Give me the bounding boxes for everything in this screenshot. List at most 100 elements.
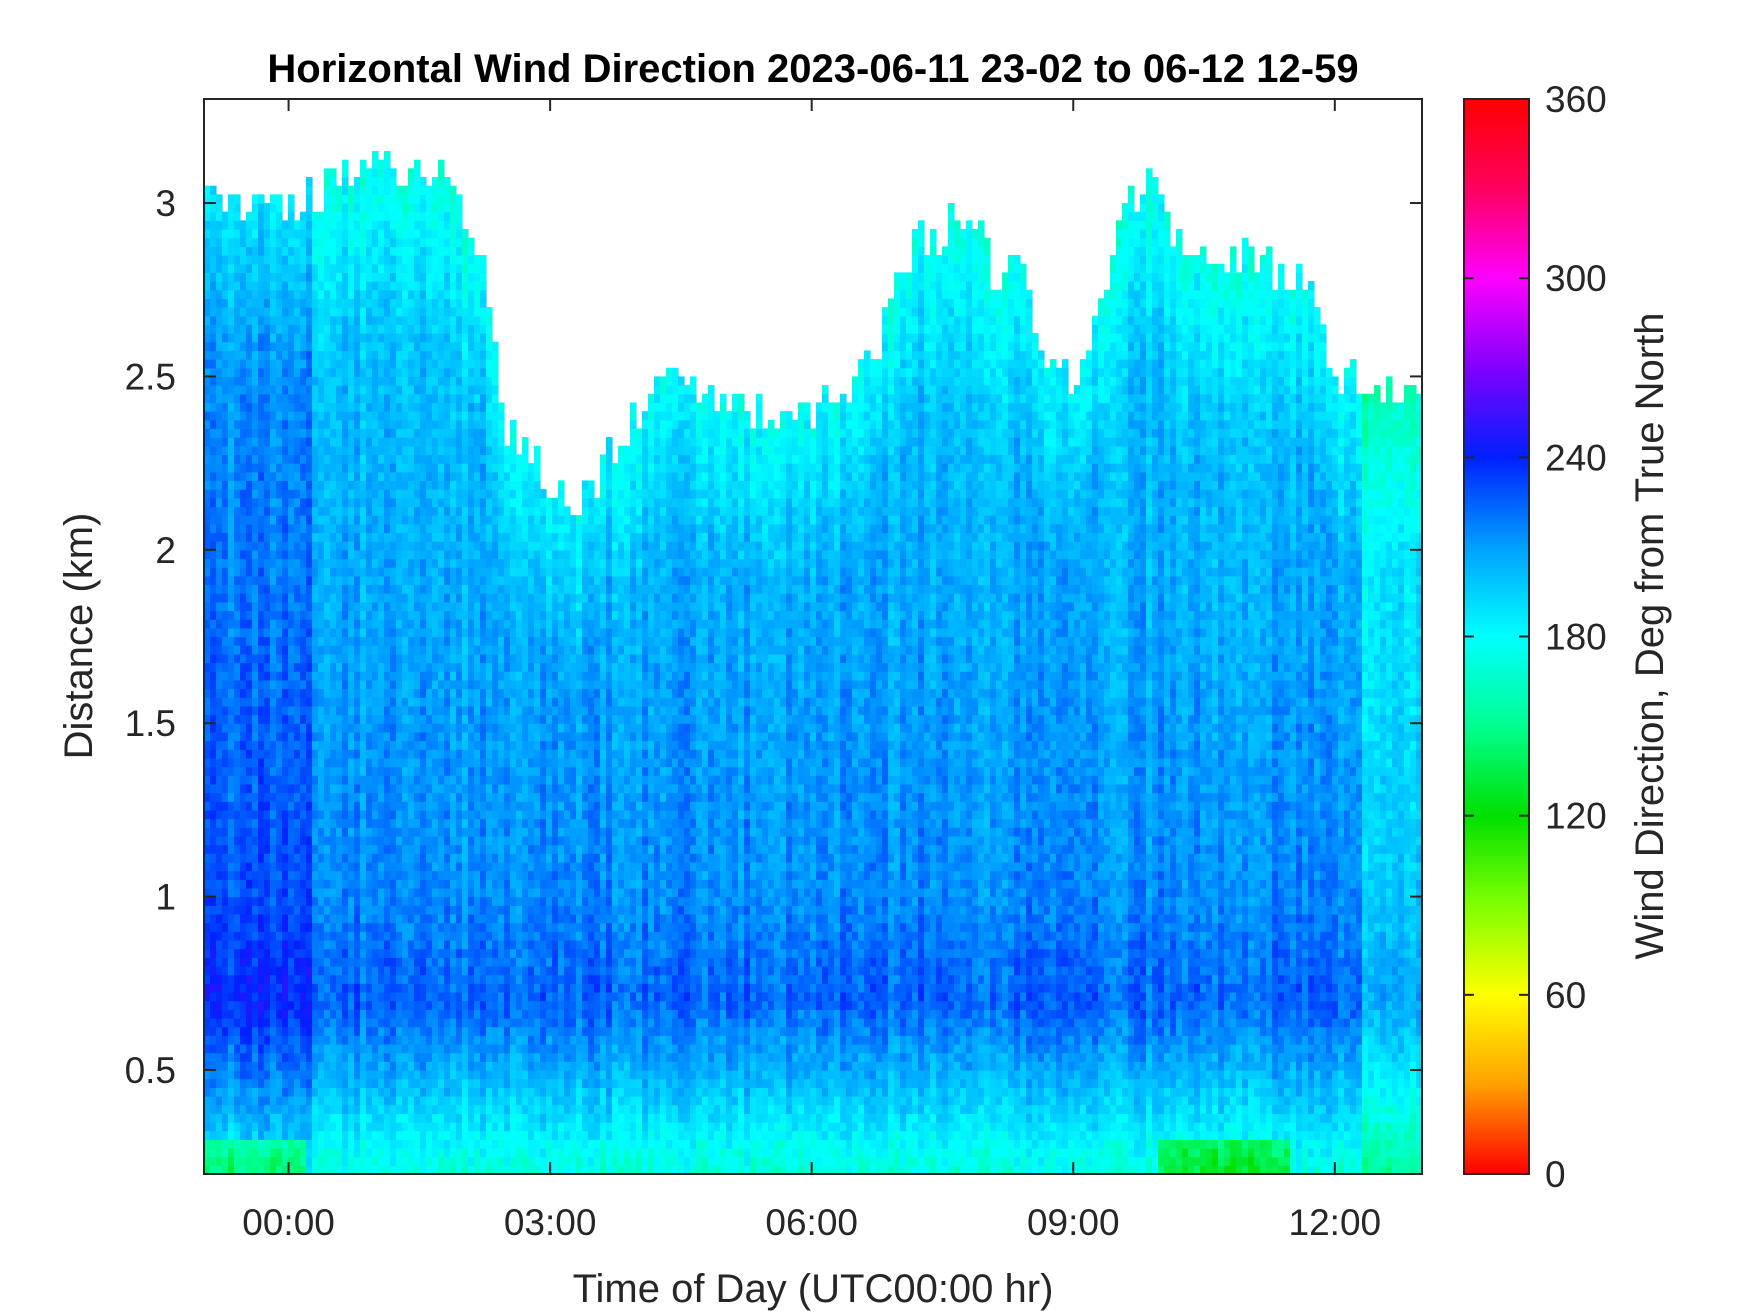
heatmap-cell xyxy=(216,913,223,924)
heatmap-cell xyxy=(210,1156,217,1166)
heatmap-cell xyxy=(306,255,313,265)
heatmap-cell xyxy=(408,575,415,586)
heatmap-cell xyxy=(324,203,331,213)
heatmap-cell xyxy=(372,402,379,412)
heatmap-cell xyxy=(312,419,319,430)
heatmap-cell xyxy=(282,229,289,239)
heatmap-cell xyxy=(402,601,409,612)
heatmap-cell xyxy=(210,263,217,273)
heatmap-cell xyxy=(222,402,229,412)
heatmap-cell xyxy=(288,905,295,915)
heatmap-cell xyxy=(282,1113,289,1123)
heatmap-cell xyxy=(204,601,211,612)
heatmap-cell xyxy=(360,185,367,195)
heatmap-cell xyxy=(420,1069,427,1080)
heatmap-cell xyxy=(252,203,259,213)
heatmap-cell xyxy=(306,359,313,369)
heatmap-cell xyxy=(330,593,337,603)
heatmap-cell xyxy=(414,194,421,204)
heatmap-cell xyxy=(372,1139,379,1149)
heatmap-cell xyxy=(366,497,373,508)
heatmap-cell xyxy=(246,965,253,976)
heatmap-cell xyxy=(420,879,427,889)
heatmap-cell xyxy=(228,913,235,924)
heatmap-cell xyxy=(396,567,403,577)
heatmap-cell xyxy=(438,1052,445,1062)
heatmap-cell xyxy=(408,922,415,932)
heatmap-cell xyxy=(366,246,373,256)
heatmap-cell xyxy=(438,593,445,603)
heatmap-cell xyxy=(258,705,265,716)
heatmap-cell xyxy=(282,974,289,984)
heatmap-cell xyxy=(378,341,385,352)
heatmap-cell xyxy=(360,289,367,299)
heatmap-cell xyxy=(342,827,349,837)
heatmap-cell xyxy=(246,341,253,352)
heatmap-cell xyxy=(240,1095,247,1106)
heatmap-cell xyxy=(378,549,385,560)
heatmap-cell xyxy=(462,905,469,915)
heatmap-cell xyxy=(318,844,325,854)
heatmap-cell xyxy=(294,1087,301,1097)
heatmap-cell xyxy=(246,1087,253,1097)
heatmap-cell xyxy=(348,835,355,846)
heatmap-cell xyxy=(396,627,403,638)
heatmap-cell xyxy=(462,723,469,733)
heatmap-cell xyxy=(402,263,409,273)
heatmap-cell xyxy=(354,1165,361,1174)
heatmap-cell xyxy=(300,835,307,846)
heatmap-cell xyxy=(306,731,313,742)
heatmap-cell xyxy=(366,714,373,724)
heatmap-cell xyxy=(384,376,391,386)
heatmap-cell xyxy=(282,246,289,256)
heatmap-cell xyxy=(384,931,391,941)
heatmap-cell xyxy=(408,913,415,924)
heatmap-cell xyxy=(396,1035,403,1045)
heatmap-cell xyxy=(402,367,409,378)
heatmap-cell xyxy=(222,697,229,707)
heatmap-cell xyxy=(216,549,223,560)
heatmap-cell xyxy=(378,411,385,421)
heatmap-cell xyxy=(420,549,427,560)
heatmap-cell xyxy=(450,263,457,273)
heatmap-cell xyxy=(366,610,373,620)
heatmap-cell xyxy=(312,792,319,802)
heatmap-cell xyxy=(438,168,445,178)
heatmap-cell xyxy=(444,402,451,412)
heatmap-cell xyxy=(252,809,259,820)
heatmap-cell xyxy=(420,567,427,577)
heatmap-cell xyxy=(366,931,373,941)
heatmap-cell xyxy=(444,827,451,837)
heatmap-cell xyxy=(288,974,295,984)
heatmap-cell xyxy=(462,1139,469,1149)
heatmap-cell xyxy=(450,350,457,360)
heatmap-cell xyxy=(288,922,295,932)
heatmap-cell xyxy=(252,922,259,932)
heatmap-cell xyxy=(438,194,445,204)
heatmap-cell xyxy=(444,1043,451,1054)
heatmap-cell xyxy=(240,818,247,828)
heatmap-cell xyxy=(450,1095,457,1106)
heatmap-cell xyxy=(432,489,439,499)
heatmap-cell xyxy=(324,237,331,247)
heatmap-cell xyxy=(330,714,337,724)
heatmap-cell xyxy=(360,1121,367,1132)
heatmap-cell xyxy=(246,307,253,317)
heatmap-cell xyxy=(390,419,397,430)
heatmap-cell xyxy=(414,333,421,343)
heatmap-cell xyxy=(390,185,397,195)
heatmap-cell xyxy=(336,1156,343,1166)
heatmap-cell xyxy=(414,584,421,594)
heatmap-cell xyxy=(288,775,295,785)
heatmap-cell xyxy=(420,974,427,984)
heatmap-cell xyxy=(300,714,307,724)
heatmap-cell xyxy=(420,991,427,1002)
heatmap-cell xyxy=(210,393,217,404)
heatmap-cell xyxy=(330,636,337,646)
heatmap-cell xyxy=(384,983,391,993)
heatmap-cell xyxy=(408,558,415,568)
heatmap-cell xyxy=(300,350,307,360)
heatmap-cell xyxy=(342,575,349,586)
heatmap-cell xyxy=(222,523,229,534)
heatmap-cell xyxy=(228,480,235,490)
